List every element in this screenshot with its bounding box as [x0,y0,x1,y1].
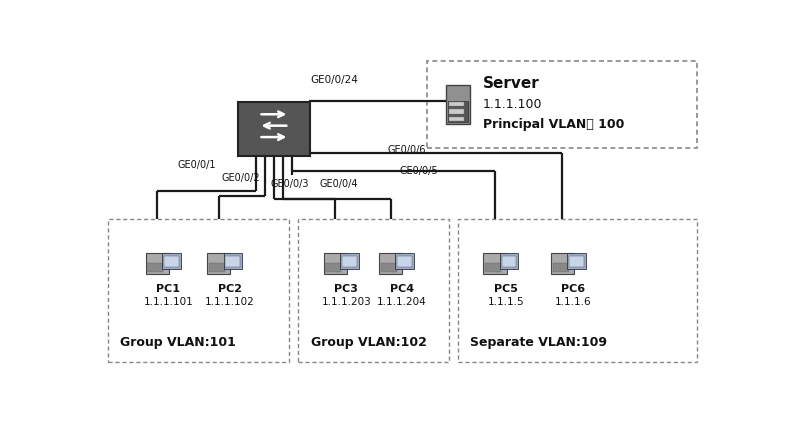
Text: 1.1.1.101: 1.1.1.101 [143,297,193,307]
FancyBboxPatch shape [447,85,470,124]
FancyBboxPatch shape [146,253,169,274]
FancyBboxPatch shape [569,256,584,267]
Text: PC1: PC1 [156,284,181,294]
FancyBboxPatch shape [379,253,402,274]
Text: Group VLAN:101: Group VLAN:101 [120,336,236,349]
FancyBboxPatch shape [238,102,310,156]
FancyBboxPatch shape [162,253,181,269]
FancyBboxPatch shape [223,253,242,269]
Text: GE0/0/1: GE0/0/1 [177,159,216,170]
Text: GE0/0/24: GE0/0/24 [310,75,359,85]
FancyBboxPatch shape [483,253,507,274]
FancyBboxPatch shape [449,102,463,107]
FancyBboxPatch shape [398,256,412,267]
Text: PC4: PC4 [390,284,413,294]
FancyBboxPatch shape [501,256,516,267]
FancyBboxPatch shape [207,253,230,274]
Text: GE0/0/6: GE0/0/6 [387,145,426,155]
FancyBboxPatch shape [324,253,347,274]
Text: 1.1.1.102: 1.1.1.102 [205,297,254,307]
Text: Principal VLAN： 100: Principal VLAN： 100 [482,118,624,131]
Text: 1.1.1.100: 1.1.1.100 [482,98,543,111]
FancyBboxPatch shape [449,110,463,114]
Text: 1.1.1.5: 1.1.1.5 [488,297,524,307]
Text: PC5: PC5 [494,284,518,294]
Text: PC3: PC3 [334,284,358,294]
FancyBboxPatch shape [147,263,163,272]
FancyBboxPatch shape [567,253,586,269]
FancyBboxPatch shape [550,253,574,274]
FancyBboxPatch shape [164,256,179,267]
Text: PC2: PC2 [218,284,242,294]
FancyBboxPatch shape [326,263,341,272]
Text: Server: Server [482,76,539,91]
Text: GE0/0/5: GE0/0/5 [400,166,439,176]
FancyBboxPatch shape [342,256,357,267]
FancyBboxPatch shape [341,253,359,269]
FancyBboxPatch shape [553,263,569,272]
FancyBboxPatch shape [395,253,414,269]
FancyBboxPatch shape [381,263,397,272]
Text: GE0/0/3: GE0/0/3 [271,179,310,189]
Text: GE0/0/2: GE0/0/2 [222,173,261,183]
FancyBboxPatch shape [485,263,501,272]
Text: 1.1.1.6: 1.1.1.6 [555,297,592,307]
FancyBboxPatch shape [500,253,518,269]
Text: GE0/0/4: GE0/0/4 [320,179,359,189]
Text: Group VLAN:102: Group VLAN:102 [310,336,427,349]
Text: 1.1.1.204: 1.1.1.204 [377,297,426,307]
Text: 1.1.1.203: 1.1.1.203 [322,297,371,307]
FancyBboxPatch shape [448,101,468,122]
Text: PC6: PC6 [562,284,585,294]
FancyBboxPatch shape [449,117,463,121]
FancyBboxPatch shape [209,263,225,272]
Text: Separate VLAN:109: Separate VLAN:109 [470,336,607,349]
FancyBboxPatch shape [226,256,240,267]
